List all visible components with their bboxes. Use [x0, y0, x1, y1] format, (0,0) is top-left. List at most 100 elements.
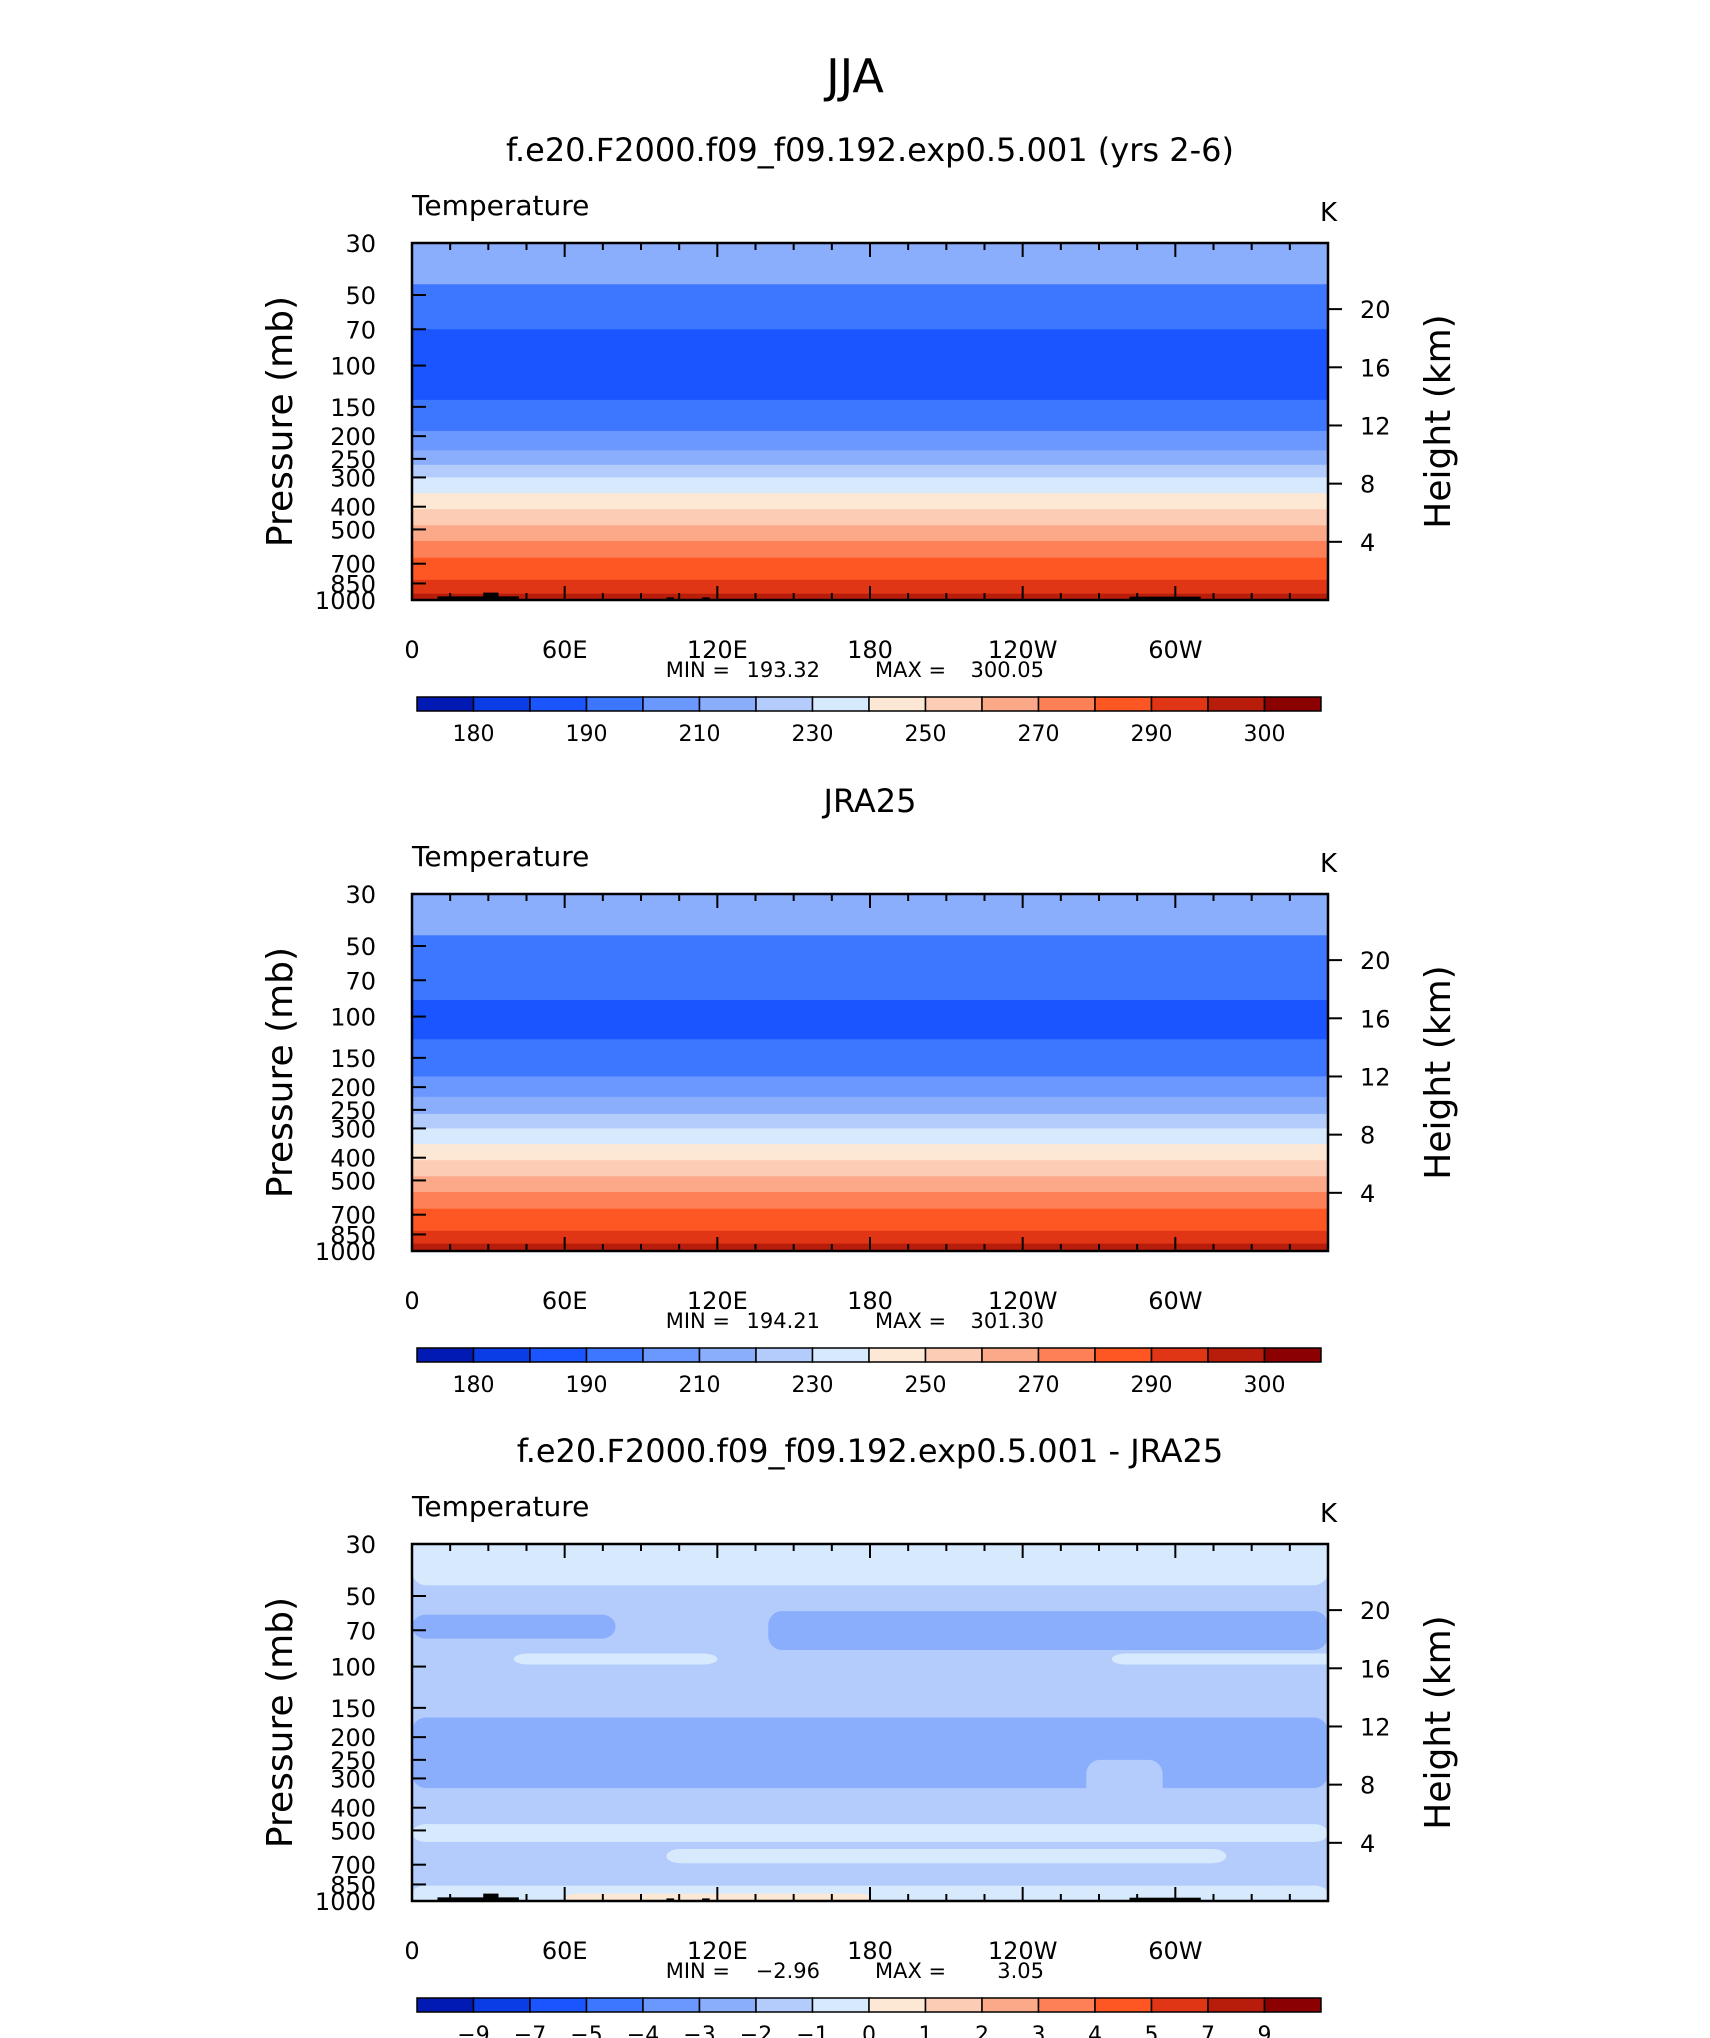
colorbar-box [755, 696, 814, 712]
plot-area [412, 1544, 1328, 1901]
y-tick-label: 850 [330, 570, 376, 598]
x-tick-label: 0 [404, 1937, 419, 1965]
stats-min-label: MIN = [666, 658, 730, 682]
variable-label: Temperature [411, 189, 589, 222]
colorbar-label: 270 [1018, 1373, 1060, 1398]
contour-band [412, 493, 1328, 510]
height-tick-label: 4 [1360, 1180, 1375, 1208]
contour-band [412, 430, 1328, 451]
colorbar-box [698, 696, 757, 712]
topography-block [1129, 1897, 1201, 1901]
colorbar-box [585, 696, 644, 712]
colorbar-box [416, 1997, 475, 2013]
colorbar-box [1150, 1997, 1209, 2013]
y-tick-label: 700 [330, 1202, 376, 1230]
y-tick-label: 70 [345, 1617, 376, 1645]
x-tick-label: 60E [542, 1287, 588, 1315]
y-tick-label: 500 [330, 516, 376, 544]
height-tick-label: 8 [1360, 1772, 1375, 1800]
colorbar-box [981, 1997, 1040, 2013]
colorbar-box [642, 1997, 701, 2013]
colorbar-box [868, 696, 927, 712]
colorbar-box [1037, 1347, 1096, 1363]
colorbar-label: 250 [905, 1373, 947, 1398]
panel-2: JRA25 Temperature K 0 60E 120E 180 120W 60W 30 50 7… [260, 782, 1459, 1398]
x-tick-label: 120W [988, 636, 1058, 664]
colorbar-label: −5 [570, 2023, 602, 2038]
colorbar-box [924, 696, 983, 712]
colorbar-label: −3 [683, 2023, 715, 2038]
colorbar-box [416, 696, 475, 712]
contour-band [412, 399, 1328, 432]
contour-band [412, 1208, 1328, 1232]
colorbar-label: 2 [975, 2023, 989, 2038]
x-tick-label: 60W [1148, 636, 1202, 664]
colorbar-box [1037, 696, 1096, 712]
colorbar-box [698, 1997, 757, 2013]
panel-title: f.e20.F2000.f09_f09.192.exp0.5.001 (yrs … [506, 131, 1234, 169]
colorbar-box [529, 1997, 588, 2013]
colorbar: −9 −7 −5 −4 −3 −2 −1 0 1 2 3 4 5 7 9 [416, 1997, 1322, 2038]
y-axis-right-label: Height (km) [1418, 965, 1459, 1179]
colorbar-box [1150, 696, 1209, 712]
colorbar-label: −4 [627, 2023, 659, 2038]
topography-block [702, 1898, 710, 1901]
contour-band [412, 557, 1328, 581]
contour-region [666, 1848, 1227, 1864]
colorbar-box [811, 696, 870, 712]
contour-region [1111, 1653, 1328, 1665]
y-tick-label: 200 [330, 1724, 376, 1752]
height-tick-label: 4 [1360, 529, 1375, 557]
contour-band [412, 1128, 1328, 1145]
height-tick-label: 8 [1360, 471, 1375, 499]
colorbar-box [868, 1347, 927, 1363]
stats-max-label: MAX = [875, 1309, 946, 1333]
colorbar-box [642, 1347, 701, 1363]
contour-band [412, 1113, 1328, 1129]
stats-min-label: MIN = [666, 1959, 730, 1983]
stats-min-label: MIN = [666, 1309, 730, 1333]
x-tick-label: 180 [847, 1287, 893, 1315]
y-tick-label: 850 [330, 1221, 376, 1249]
colorbar-label: 250 [905, 722, 947, 747]
contour-region [412, 1717, 1328, 1789]
variable-label: Temperature [411, 1490, 589, 1523]
topography-block [483, 1893, 499, 1901]
y-tick-label: 30 [345, 881, 376, 909]
topography-block [437, 1897, 519, 1901]
y-tick-label: 150 [330, 1045, 376, 1073]
contour-band [412, 935, 1328, 1001]
height-tick-label: 16 [1360, 1005, 1391, 1033]
colorbar-box [868, 1997, 927, 2013]
units-label: K [1320, 849, 1338, 879]
contour-band [412, 1096, 1328, 1115]
y-tick-label: 200 [330, 1074, 376, 1102]
x-tick-label: 120E [687, 1937, 748, 1965]
y-axis-label: Pressure (mb) [260, 947, 301, 1198]
colorbar-label: −1 [796, 2023, 828, 2038]
colorbar-label: 210 [679, 1373, 721, 1398]
contour-band [412, 540, 1328, 559]
y-tick-label: 100 [330, 353, 376, 381]
colorbar-box [1037, 1997, 1096, 2013]
colorbar-box [698, 1347, 757, 1363]
y-tick-label: 300 [330, 1115, 376, 1143]
height-tick-label: 20 [1360, 947, 1391, 975]
contour-band [412, 450, 1328, 466]
y-tick-label: 700 [330, 551, 376, 579]
y-tick-label: 1000 [315, 1888, 376, 1916]
x-tick-label: 60E [542, 636, 588, 664]
contour-region [412, 1614, 616, 1639]
y-tick-label: 1000 [315, 1238, 376, 1266]
x-tick-label: 120E [687, 636, 748, 664]
contour-region [513, 1653, 718, 1665]
topography-block [483, 592, 499, 600]
stats-max-value: 300.05 [971, 658, 1044, 682]
y-tick-label: 300 [330, 1765, 376, 1793]
stats-min-value: −2.96 [756, 1959, 820, 1983]
colorbar-label: 300 [1244, 1373, 1286, 1398]
x-tick-label: 180 [847, 636, 893, 664]
colorbar-label: 290 [1131, 1373, 1173, 1398]
y-tick-label: 30 [345, 230, 376, 258]
